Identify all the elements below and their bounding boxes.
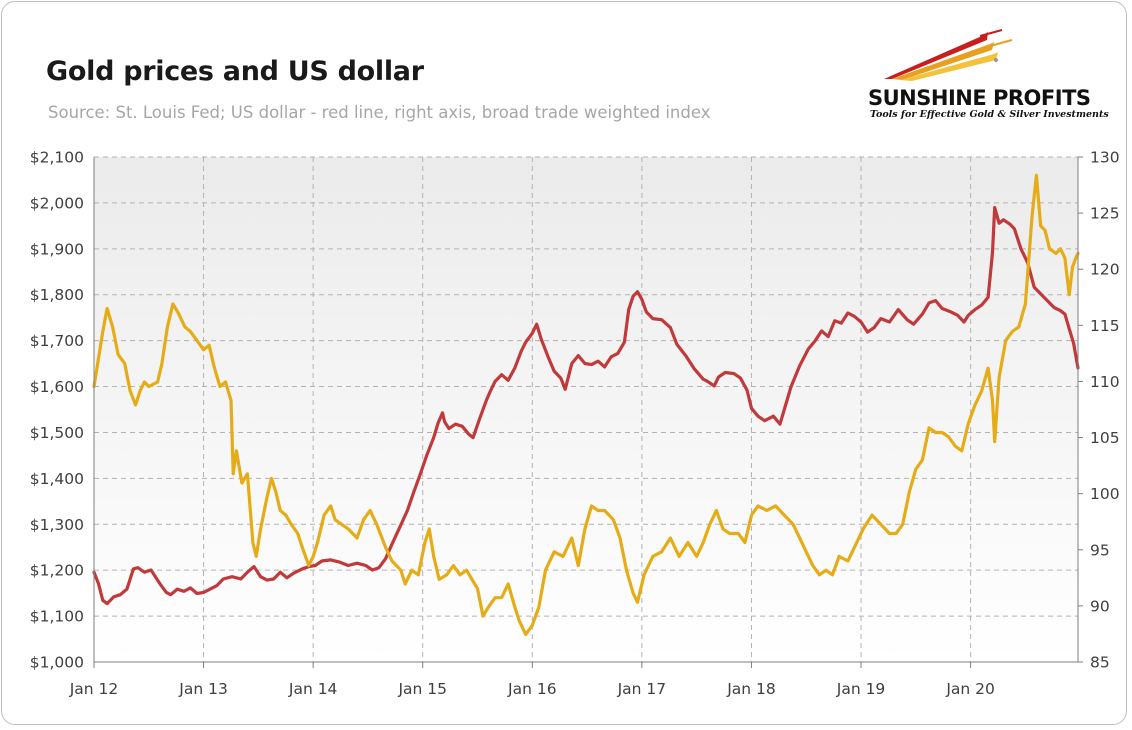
y-left-tick-label: $1,600 <box>30 378 84 396</box>
y-left-tick-label: $1,800 <box>30 286 84 304</box>
x-tick-label: Jan 14 <box>288 680 338 698</box>
y-right-tick-label: 95 <box>1090 541 1110 559</box>
x-tick-label: Jan 12 <box>69 680 119 698</box>
y-right-tick-label: 115 <box>1090 317 1120 335</box>
y-left-tick-label: $1,200 <box>30 562 84 580</box>
y-right-tick-label: 110 <box>1090 373 1120 391</box>
y-left-tick-label: $1,700 <box>30 332 84 350</box>
logo-tagline: Tools for Effective Gold & Silver Invest… <box>870 109 1109 120</box>
y-left-tick-label: $1,900 <box>30 240 84 258</box>
chart-subtitle: Source: St. Louis Fed; US dollar - red l… <box>48 103 711 122</box>
sunshine-logo-icon <box>884 29 1013 81</box>
y-left-tick-label: $1,400 <box>30 470 84 488</box>
y-left-tick-label: $2,000 <box>30 194 84 212</box>
x-tick-label: Jan 15 <box>397 680 447 698</box>
x-tick-label: Jan 13 <box>178 680 228 698</box>
logo-name: SUNSHINE PROFITS <box>868 86 1091 110</box>
x-tick-label: Jan 18 <box>726 680 776 698</box>
y-right-tick-label: 125 <box>1090 205 1120 223</box>
x-tick-label: Jan 19 <box>836 680 886 698</box>
y-right-tick-label: 85 <box>1090 654 1110 672</box>
y-left-tick-label: $2,100 <box>30 149 84 167</box>
usd-index-line <box>92 205 1080 606</box>
y-left-tick-label: $1,000 <box>30 654 84 672</box>
y-left-tick-label: $1,500 <box>30 424 84 442</box>
x-tick-label: Jan 20 <box>945 680 995 698</box>
y-left-tick-label: $1,300 <box>30 516 84 534</box>
x-tick-label: Jan 16 <box>507 680 557 698</box>
x-tick-label: Jan 17 <box>617 680 667 698</box>
y-right-tick-label: 90 <box>1090 597 1110 615</box>
y-right-tick-label: 105 <box>1090 429 1120 447</box>
y-left-tick-label: $1,100 <box>30 608 84 626</box>
y-right-tick-label: 130 <box>1090 149 1120 167</box>
plot-area <box>94 157 1078 662</box>
chart-title: Gold prices and US dollar <box>46 56 424 87</box>
y-right-tick-label: 100 <box>1090 485 1120 503</box>
y-right-tick-label: 120 <box>1090 261 1120 279</box>
gold-price-line <box>92 173 1080 637</box>
